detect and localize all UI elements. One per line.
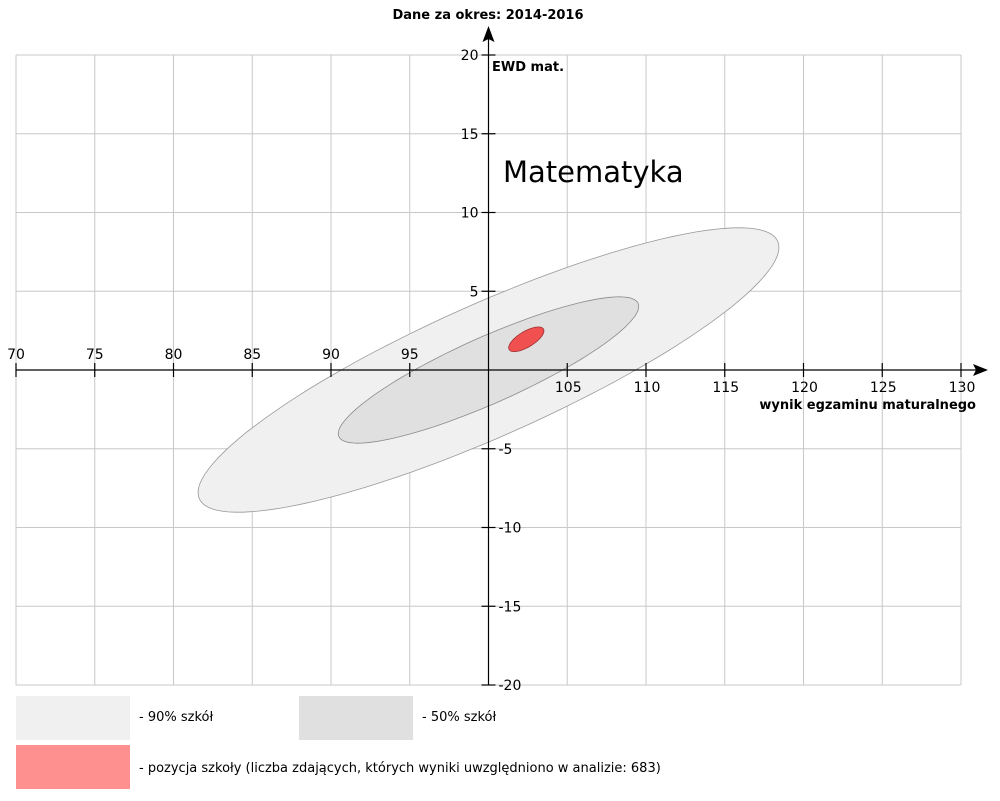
- x-axis-arrow: [973, 364, 988, 376]
- legend-swatch-school: [16, 745, 130, 789]
- region-ellipse-2: [508, 326, 545, 353]
- x-tick-label: 130: [949, 380, 976, 396]
- y-tick-label: -10: [499, 521, 522, 537]
- y-tick-label: 5: [470, 284, 479, 300]
- legend-swatch-90: [16, 696, 130, 740]
- x-axis-label: wynik egzaminu maturalnego: [759, 398, 976, 413]
- legend-label-school: - pozycja szkoły (liczba zdających, któr…: [139, 761, 661, 776]
- x-tick-label: 105: [555, 380, 582, 396]
- y-tick-label: 15: [461, 127, 479, 143]
- x-tick-label: 125: [870, 380, 897, 396]
- legend-label-90: - 90% szkół: [139, 710, 214, 725]
- y-tick-label: -15: [499, 599, 522, 615]
- y-tick-label: 10: [461, 206, 479, 222]
- x-tick-label: 75: [86, 347, 104, 363]
- y-axis-arrow: [482, 26, 495, 42]
- x-tick-label: 85: [243, 347, 261, 363]
- x-tick-label: 115: [712, 380, 739, 396]
- x-tick-label: 110: [634, 380, 661, 396]
- chart-subtitle: Matematyka: [503, 155, 684, 189]
- x-tick-label: 80: [165, 347, 183, 363]
- x-tick-label: 120: [791, 380, 818, 396]
- y-tick-label: 20: [461, 48, 479, 64]
- y-tick-label: -20: [499, 678, 522, 694]
- x-tick-label: 95: [401, 347, 419, 363]
- legend-label-50: - 50% szkół: [422, 710, 497, 725]
- y-tick-label: -5: [499, 442, 513, 458]
- legend-swatch-50: [299, 696, 413, 740]
- x-tick-label: 90: [322, 347, 340, 363]
- x-tick-label: 70: [7, 347, 25, 363]
- chart-header-title: Dane za okres: 2014-2016: [392, 8, 584, 23]
- y-axis-label: EWD mat.: [492, 60, 564, 75]
